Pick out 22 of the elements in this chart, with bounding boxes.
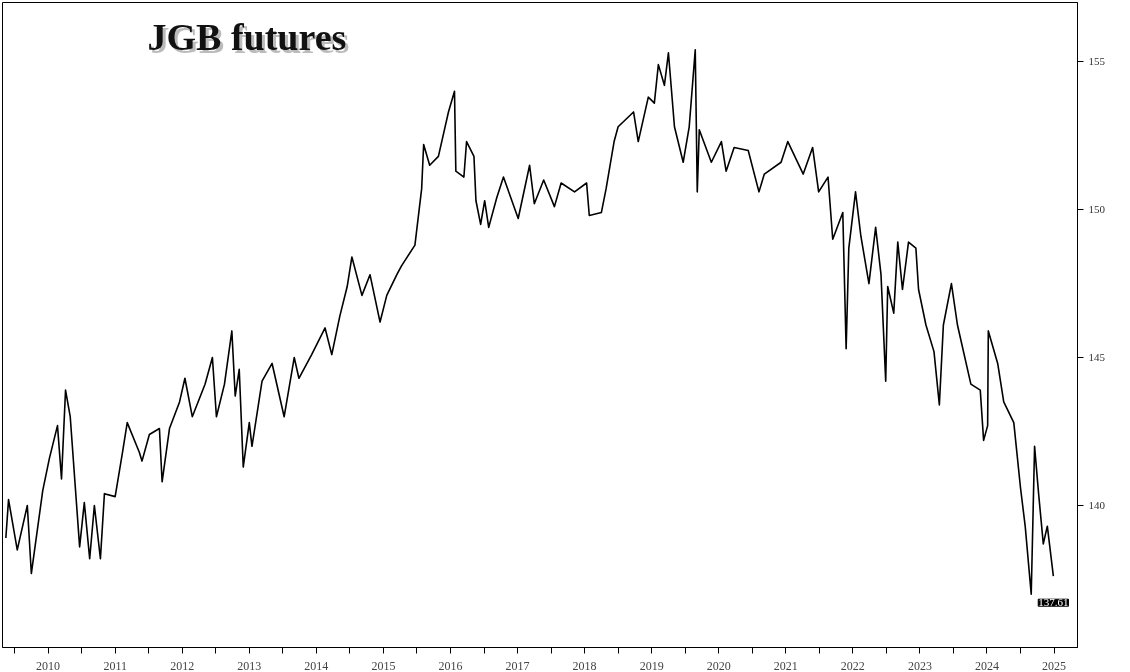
x-tick-label: 2023 bbox=[907, 658, 932, 672]
x-tick-label: 2019 bbox=[639, 658, 664, 672]
x-tick-label: 2014 bbox=[304, 658, 329, 672]
x-tick-label: 2025 bbox=[1042, 658, 1067, 672]
x-tick-label: 2010 bbox=[36, 658, 61, 672]
y-tick-label: 140 bbox=[1088, 498, 1106, 511]
x-tick-label: 2024 bbox=[974, 658, 999, 672]
x-tick-label: 2018 bbox=[572, 658, 597, 672]
x-tick-label: 2021 bbox=[773, 658, 798, 672]
x-tick-label: 2011 bbox=[103, 658, 127, 672]
x-tick-label: 2015 bbox=[371, 658, 396, 672]
x-tick-label: 2020 bbox=[706, 658, 731, 672]
x-tick-label: 2012 bbox=[170, 658, 195, 672]
chart-title: JGB futures bbox=[150, 18, 350, 61]
y-tick-label: 150 bbox=[1088, 203, 1106, 216]
y-tick-label: 145 bbox=[1088, 351, 1106, 364]
x-tick-label: 2017 bbox=[505, 658, 530, 672]
annotation: 137.61 bbox=[1038, 596, 1069, 609]
y-tick-label: 155 bbox=[1088, 55, 1106, 68]
x-tick-label: 2013 bbox=[237, 658, 262, 672]
x-tick-label: 2016 bbox=[438, 658, 463, 672]
x-tick-label: 2022 bbox=[840, 658, 865, 672]
